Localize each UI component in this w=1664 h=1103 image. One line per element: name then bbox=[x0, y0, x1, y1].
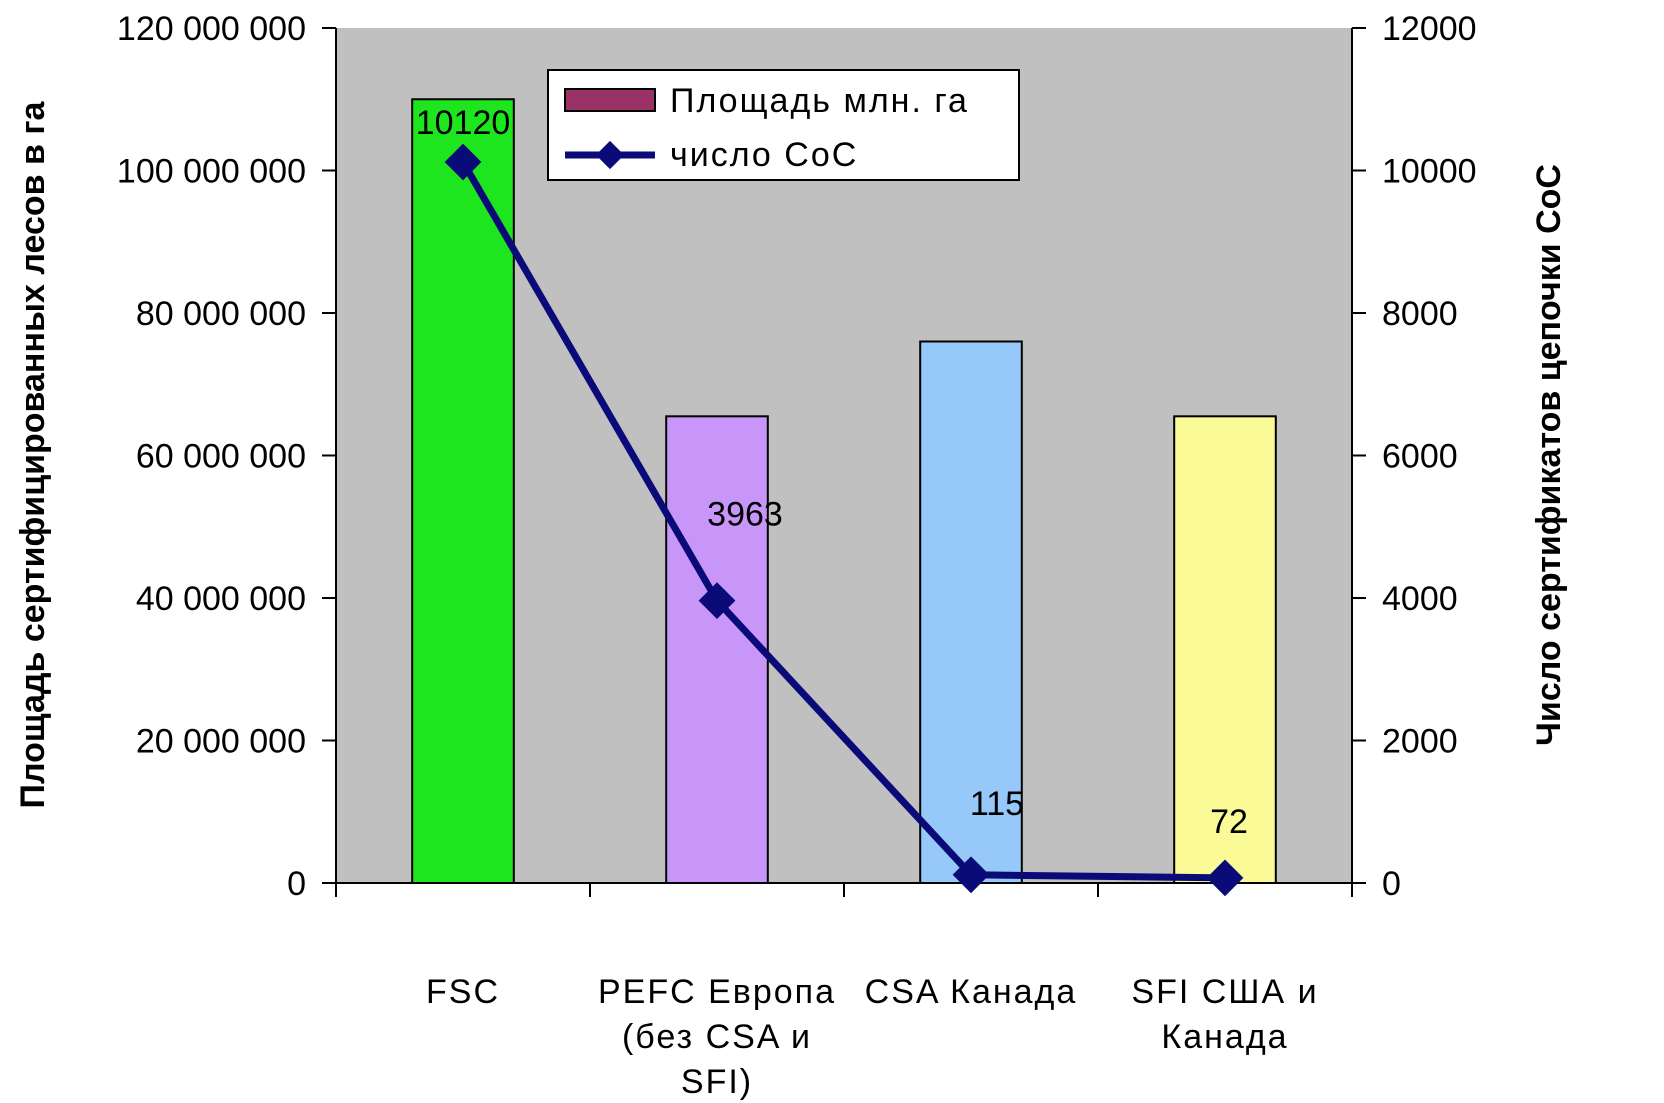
y-axis-title: Площадь сертифицированных лесов в га bbox=[14, 100, 52, 808]
bars-layer bbox=[411, 98, 1277, 884]
y2-tick-label-0: 0 bbox=[1382, 865, 1401, 903]
y2-tick-label-2: 4000 bbox=[1382, 580, 1458, 618]
data-labels-layer: 10120 3963 115 72 bbox=[416, 104, 1248, 841]
coc-marker-3 bbox=[1206, 859, 1244, 897]
axes-layer: 0 20 000 000 40 000 000 60 000 000 80 000 00… bbox=[117, 10, 1477, 1101]
y-tick-label-1: 20 000 000 bbox=[136, 723, 306, 761]
y-tick-label-5: 100 000 000 bbox=[117, 153, 306, 191]
bar-2 bbox=[919, 340, 1023, 884]
bar-0 bbox=[411, 98, 515, 884]
coc-marker-1 bbox=[698, 582, 736, 620]
y2-tick-label-5: 10000 bbox=[1382, 153, 1477, 191]
coc-data-label-1: 3963 bbox=[707, 496, 783, 534]
bar-1 bbox=[665, 415, 769, 884]
y-tick-label-6: 120 000 000 bbox=[117, 10, 306, 48]
y-tick-label-2: 40 000 000 bbox=[136, 580, 306, 618]
y-tick-label-0: 0 bbox=[287, 865, 306, 903]
coc-data-label-2: 115 bbox=[970, 785, 1024, 823]
x-category-label-1-2: SFI) bbox=[681, 1063, 753, 1101]
y2-tick-label-3: 6000 bbox=[1382, 438, 1458, 476]
coc-data-label-3: 72 bbox=[1210, 803, 1248, 841]
line-layer bbox=[444, 143, 1244, 897]
x-category-label-0-0: FSC bbox=[426, 973, 500, 1011]
legend-bar-swatch bbox=[564, 88, 656, 112]
coc-data-label-0: 10120 bbox=[416, 104, 511, 142]
y2-tick-label-6: 12000 bbox=[1382, 10, 1477, 48]
legend-line-marker bbox=[595, 140, 625, 170]
coc-line bbox=[459, 160, 1226, 882]
y2-tick-label-4: 8000 bbox=[1382, 295, 1458, 333]
coc-marker-0 bbox=[444, 143, 482, 181]
x-category-label-1-0: PEFC Европа bbox=[598, 973, 836, 1011]
x-category-label-3-0: SFI США и bbox=[1131, 973, 1318, 1011]
legend-bar-label: Площадь млн. га bbox=[670, 82, 969, 120]
legend-line-label: число CoC bbox=[670, 136, 858, 174]
y2-tick-label-1: 2000 bbox=[1382, 723, 1458, 761]
legend: Площадь млн. га число CoC bbox=[547, 69, 1020, 181]
x-category-label-2-0: CSA Канада bbox=[865, 973, 1078, 1011]
y-tick-label-3: 60 000 000 bbox=[136, 438, 306, 476]
y-tick-label-4: 80 000 000 bbox=[136, 295, 306, 333]
x-category-label-3-1: Канада bbox=[1161, 1018, 1288, 1056]
x-category-label-1-1: (без CSA и bbox=[622, 1018, 812, 1056]
y2-axis-title: Число сертификатов цепочки CoC bbox=[1530, 164, 1568, 746]
coc-marker-2 bbox=[952, 856, 990, 894]
